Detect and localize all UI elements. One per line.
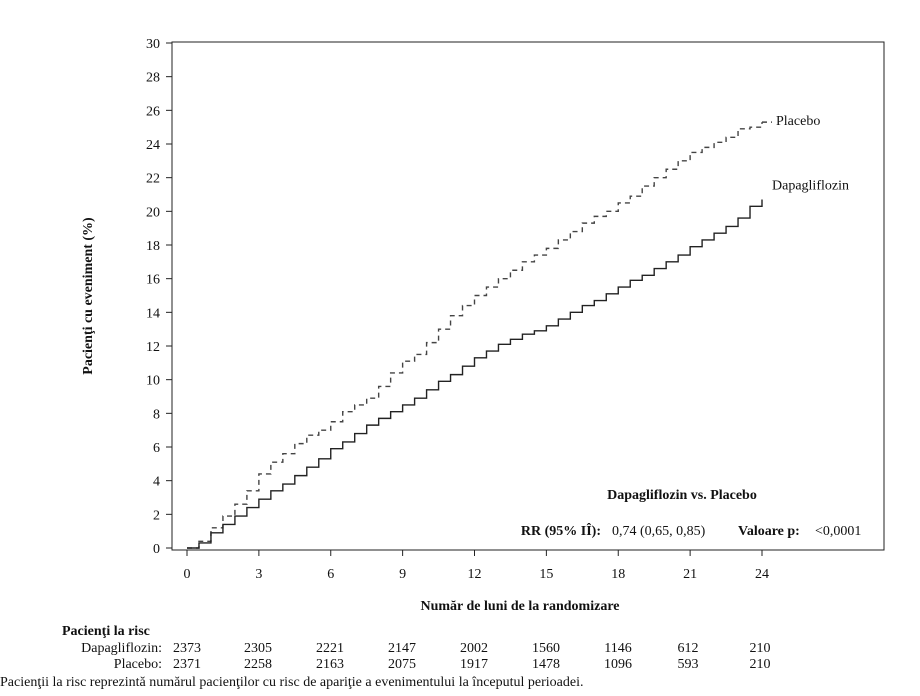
risk-row-label-placebo: Placebo: xyxy=(113,657,162,672)
y-tick-label: 18 xyxy=(146,239,160,254)
risk-cell: 2305 xyxy=(244,641,272,656)
series-line-placebo xyxy=(187,122,763,549)
x-tick-label: 6 xyxy=(327,567,334,582)
p-value: <0,0001 xyxy=(815,524,861,539)
risk-cell: 2258 xyxy=(244,657,272,672)
rr-label: RR (95% IÎ): xyxy=(521,522,601,539)
series-line-dapagliflozin xyxy=(187,199,763,549)
risk-cell: 2371 xyxy=(173,657,201,672)
x-axis-label: Număr de luni de la randomizare xyxy=(421,599,620,614)
risk-cell: 2373 xyxy=(173,641,201,656)
risk-row-label-dapagliflozin: Dapagliflozin: xyxy=(81,641,162,656)
y-tick-label: 24 xyxy=(146,138,160,153)
rr-value: 0,74 (0,65, 0,85) xyxy=(612,524,706,539)
risk-cell: 2163 xyxy=(316,657,344,672)
series-label-placebo: Placebo xyxy=(776,114,820,129)
risk-cell: 210 xyxy=(749,641,771,656)
y-tick-label: 6 xyxy=(153,441,160,456)
risk-cell: 1560 xyxy=(532,641,560,656)
y-tick-label: 2 xyxy=(153,508,160,523)
risk-cell: 2002 xyxy=(460,641,488,656)
x-tick-label: 21 xyxy=(683,567,697,582)
y-tick-label: 0 xyxy=(153,542,160,557)
y-tick-label: 14 xyxy=(146,306,160,321)
x-tick-label: 15 xyxy=(539,567,553,582)
hazard-ratio-annotation: Dapagliflozin vs. Placebo RR (95% IÎ): 0… xyxy=(521,488,862,539)
risk-cell: 1478 xyxy=(532,657,560,672)
y-tick-label: 16 xyxy=(146,273,160,288)
x-tick-label: 0 xyxy=(184,567,191,582)
y-tick-label: 22 xyxy=(146,172,160,187)
y-tick-label: 20 xyxy=(146,205,160,220)
risk-table-title: Pacienţi la risc xyxy=(62,624,150,639)
series-labels: Placebo Dapagliflozin xyxy=(772,114,849,193)
x-tick-label: 12 xyxy=(468,567,482,582)
y-tick-label: 28 xyxy=(146,71,160,86)
risk-cell: 2221 xyxy=(316,641,344,656)
y-tick-label: 30 xyxy=(146,37,160,52)
annotation-heading: Dapagliflozin vs. Placebo xyxy=(607,488,757,503)
risk-cell: 210 xyxy=(749,657,771,672)
series-lines xyxy=(187,121,772,549)
risk-cell: 2075 xyxy=(388,657,416,672)
risk-cell: 1917 xyxy=(460,657,488,672)
p-label: Valoare p: xyxy=(738,524,800,539)
x-tick-label: 3 xyxy=(255,567,262,582)
y-tick-label: 4 xyxy=(153,475,160,490)
risk-cell: 1146 xyxy=(604,641,632,656)
y-tick-label: 8 xyxy=(153,407,160,422)
series-label-dapagliflozin: Dapagliflozin xyxy=(772,179,849,194)
x-tick-label: 9 xyxy=(399,567,406,582)
y-tick-label: 10 xyxy=(146,374,160,389)
axes xyxy=(171,41,885,551)
plot-frame xyxy=(171,41,885,551)
x-tick-label: 24 xyxy=(755,567,769,582)
figure-caption: Pacienţii la risc reprezintă numărul pac… xyxy=(0,675,584,690)
risk-cell: 2147 xyxy=(388,641,416,656)
risk-cell: 1096 xyxy=(604,657,632,672)
y-axis-label: Pacienţi cu eveniment (%) xyxy=(81,217,96,375)
y-tick-label: 26 xyxy=(146,104,160,119)
risk-cell: 612 xyxy=(677,641,699,656)
y-tick-label: 12 xyxy=(146,340,160,355)
risk-cell: 593 xyxy=(677,657,699,672)
x-axis-ticks: 0 3 6 9 12 15 18 21 24 xyxy=(184,550,769,582)
x-tick-label: 18 xyxy=(611,567,625,582)
